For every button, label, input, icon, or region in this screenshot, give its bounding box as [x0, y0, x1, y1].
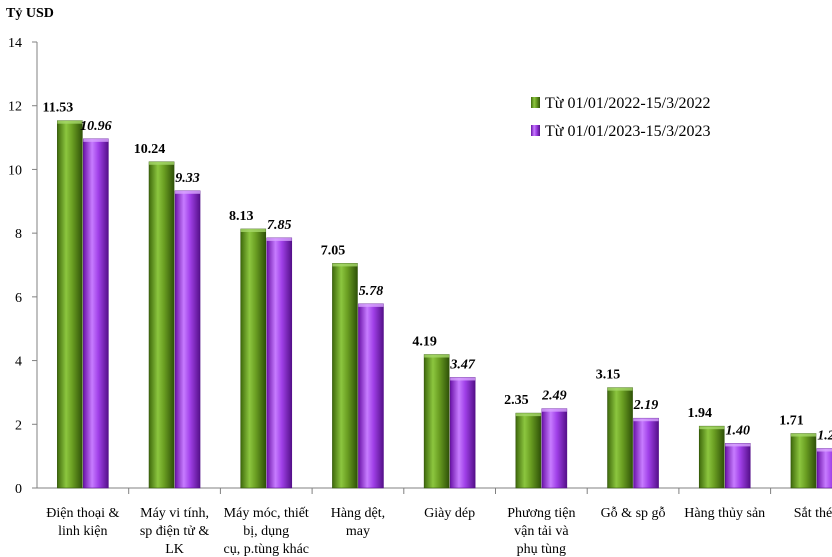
- bar-top-cap: [358, 303, 384, 307]
- data-label-2022: 2.35: [504, 393, 529, 408]
- bar-top-cap: [332, 263, 358, 267]
- data-label-2022: 3.15: [596, 368, 621, 383]
- y-tick-label: 14: [8, 36, 22, 51]
- legend-label-2022: Từ 01/01/2022-15/3/2022: [545, 95, 711, 112]
- bar-2023: [174, 190, 201, 489]
- bar-2022: [57, 120, 83, 489]
- data-label-2022: 8.13: [229, 209, 254, 224]
- bar-2022: [332, 263, 358, 489]
- bar-top-cap: [424, 354, 450, 358]
- bar-2023: [358, 303, 384, 489]
- data-label-2023: 1.24: [817, 428, 832, 443]
- bars: [57, 120, 832, 489]
- bar-top-cap: [541, 408, 567, 412]
- bar-2023: [816, 448, 832, 489]
- bar-top-cap: [57, 120, 83, 124]
- data-label-2023: 1.40: [726, 423, 751, 438]
- category-label: Sắt thép: [794, 506, 832, 521]
- category-label: Phương tiện: [507, 506, 575, 521]
- y-tick-label: 8: [15, 227, 22, 242]
- y-tick-label: 0: [15, 482, 22, 497]
- bar-top-cap: [83, 138, 109, 142]
- category-label: Máy vi tính,: [140, 506, 209, 521]
- data-label-2023: 10.96: [80, 119, 112, 134]
- data-label-2022: 7.05: [321, 243, 346, 258]
- category-label: may: [346, 524, 370, 539]
- legend-swatch-2022: [531, 97, 540, 108]
- bar-2022: [790, 433, 817, 489]
- category-label: Điện thoại &: [46, 506, 119, 521]
- bar-top-cap: [450, 377, 476, 381]
- y-tick-label: 4: [15, 355, 22, 370]
- data-label-2022: 1.94: [688, 406, 713, 421]
- legend-label-2023: Từ 01/01/2023-15/3/2023: [545, 123, 711, 140]
- category-label: Máy móc, thiết: [224, 506, 309, 521]
- category-label: linh kiện: [58, 524, 107, 539]
- data-label-2023: 5.78: [359, 284, 384, 299]
- bar-2023: [83, 138, 109, 489]
- value-labels: 11.53 10.96 10.24 9.33 8.13 7.85 7.05 5.78 4.19 3…: [42, 101, 832, 444]
- bar-top-cap: [790, 433, 816, 437]
- bar-top-cap: [266, 237, 292, 241]
- y-tick-label: 10: [8, 163, 22, 178]
- data-label-2023: 3.47: [449, 357, 476, 372]
- legend: Từ 01/01/2022-15/3/2022 Từ 01/01/2023-15…: [531, 95, 711, 140]
- data-label-2022: 10.24: [134, 142, 166, 157]
- data-label-2023: 9.33: [175, 171, 200, 186]
- y-tick-label: 2: [15, 418, 22, 433]
- bar-2023: [724, 443, 751, 489]
- bar-top-cap: [175, 190, 201, 194]
- legend-swatch-2023: [531, 125, 540, 136]
- data-label-2023: 2.19: [633, 398, 659, 413]
- category-label: cụ, p.tùng khác: [223, 542, 309, 557]
- category-label: Gỗ & sp gỗ: [601, 506, 666, 521]
- data-label-2022: 4.19: [412, 335, 437, 350]
- bar-top-cap: [515, 413, 541, 417]
- bar-2022: [240, 228, 267, 489]
- bar-2023: [541, 408, 568, 489]
- bar-top-cap: [607, 387, 633, 391]
- bar-2022: [423, 354, 450, 489]
- y-axis-unit-label: Tỷ USD: [6, 6, 54, 21]
- category-label: Hàng thủy sản: [684, 506, 765, 521]
- bar-2022: [607, 387, 633, 489]
- bar-top-cap: [149, 161, 175, 165]
- y-tick-label: 6: [15, 291, 22, 306]
- category-label: bị, dụng: [243, 524, 289, 539]
- category-label: Giày dép: [424, 506, 475, 521]
- bar-2023: [633, 417, 659, 489]
- bar-top-cap: [240, 229, 266, 233]
- data-label-2023: 7.85: [267, 218, 292, 233]
- category-label: phụ tùng: [517, 542, 566, 557]
- bar-top-cap: [699, 426, 725, 430]
- category-labels: Điện thoại & linh kiện Máy vi tính, sp điện…: [46, 506, 832, 557]
- data-label-2022: 11.53: [42, 101, 73, 116]
- data-label-2022: 1.71: [779, 414, 804, 429]
- data-label-2023: 2.49: [541, 389, 567, 404]
- category-label: Hàng dệt,: [331, 506, 385, 521]
- bar-top-cap: [633, 418, 659, 422]
- bar-top-cap: [725, 443, 751, 447]
- category-label: vận tải và: [514, 524, 569, 539]
- bar-2022: [515, 412, 542, 489]
- category-label: sp điện tử &: [140, 524, 210, 539]
- bar-2022: [698, 425, 725, 489]
- bar-2023: [449, 377, 476, 489]
- bar-2023: [266, 237, 293, 489]
- category-label: LK: [165, 542, 184, 557]
- y-tick-label: 12: [8, 100, 22, 115]
- bar-top-cap: [816, 448, 832, 452]
- bar-2022: [148, 161, 175, 489]
